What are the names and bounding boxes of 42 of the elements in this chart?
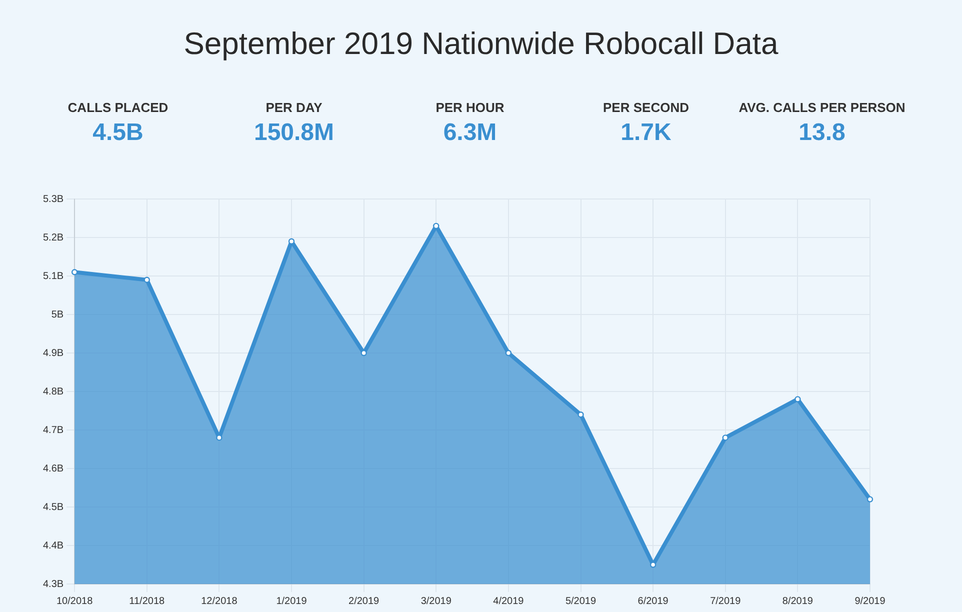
point bbox=[650, 562, 656, 568]
text: PER DAY bbox=[264, 100, 324, 115]
y-tick-label: 5B bbox=[51, 309, 64, 320]
point bbox=[578, 412, 584, 418]
x-tick-label: 11/2018 bbox=[129, 596, 166, 607]
y-tick-label: 5.2B bbox=[42, 232, 64, 244]
x-tick-label: 9/2019 bbox=[854, 596, 886, 607]
point bbox=[71, 269, 78, 276]
text: 6.3M bbox=[442, 119, 498, 147]
y-tick-label: 4.6B bbox=[42, 463, 64, 474]
x-tick-label: 1/2019 bbox=[276, 596, 308, 607]
y-tick-label: 5.3B bbox=[42, 194, 64, 205]
x-tick-label: 10/2018 bbox=[56, 596, 94, 607]
text: PER SECOND bbox=[602, 100, 690, 115]
text: 1.7K bbox=[620, 119, 672, 147]
point bbox=[722, 434, 728, 441]
text: PER HOUR bbox=[434, 100, 506, 115]
y-tick-label: 4.4B bbox=[42, 540, 64, 552]
y-tick-label: 4.8B bbox=[42, 386, 64, 398]
y-tick-label: 5.1B bbox=[42, 270, 64, 282]
x-tick-label: 2/2019 bbox=[348, 596, 380, 607]
text: AVG. CALLS PER PERSON bbox=[738, 100, 906, 115]
y-tick-label: 4.7B bbox=[42, 424, 64, 436]
point bbox=[794, 396, 801, 402]
x-tick-label: 3/2019 bbox=[420, 596, 452, 607]
text: 150.8M bbox=[252, 119, 336, 147]
point bbox=[288, 238, 295, 244]
text: CALLS PLACED bbox=[66, 100, 170, 115]
x-tick-label: 4/2019 bbox=[493, 596, 524, 607]
point bbox=[505, 350, 512, 356]
x-tick-label: 8/2019 bbox=[782, 596, 814, 607]
x-tick-label: 6/2019 bbox=[638, 596, 669, 607]
y-tick-label: 4.5B bbox=[42, 502, 64, 513]
text: 13.8 bbox=[798, 119, 846, 147]
x-tick-label: 5/2019 bbox=[565, 596, 596, 607]
x-tick-label: 12/2018 bbox=[201, 596, 238, 607]
x-tick-label: 7/2019 bbox=[710, 596, 742, 607]
y-tick-label: 4.9B bbox=[42, 348, 64, 359]
text: 4.5B bbox=[92, 119, 144, 147]
point bbox=[866, 496, 874, 502]
y-tick-label: 4.3B bbox=[42, 578, 64, 590]
chart-title: September 2019 Nationwide Robocall Data bbox=[182, 26, 780, 62]
